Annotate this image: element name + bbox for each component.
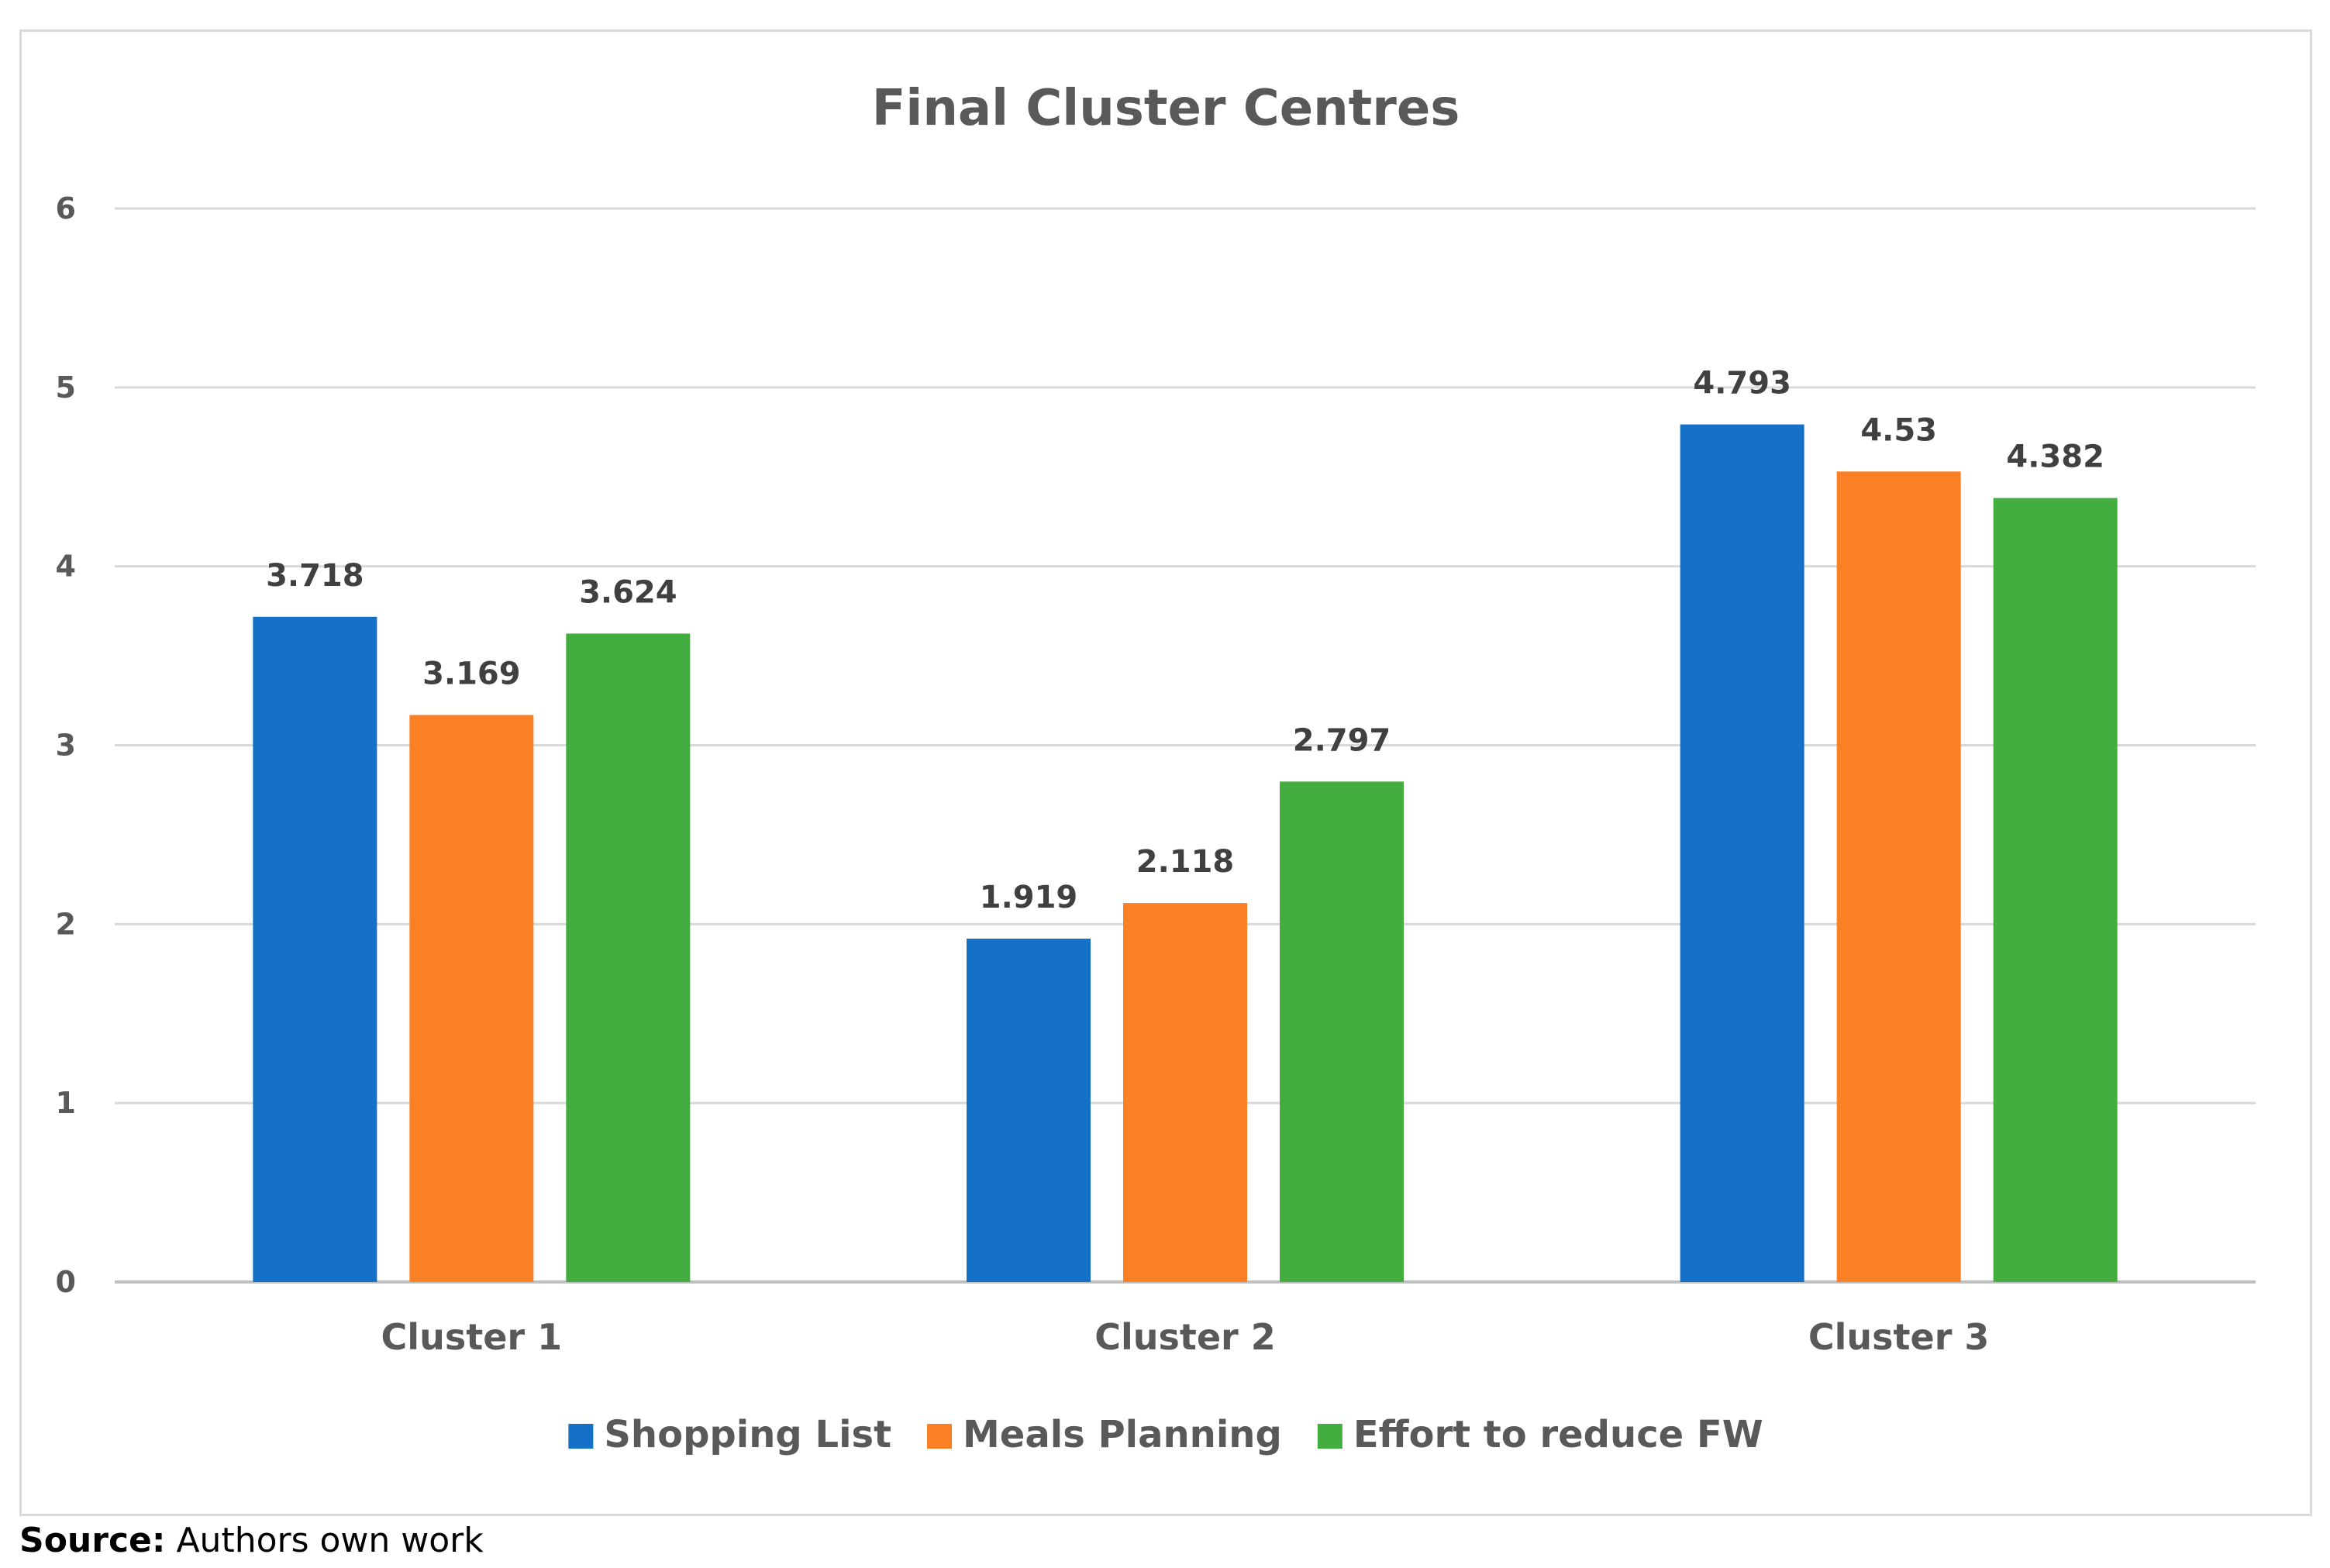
data-label: 3.169 bbox=[422, 656, 521, 691]
bar-1-2 bbox=[967, 939, 1091, 1282]
y-tick-label: 2 bbox=[56, 907, 76, 941]
category-label: Cluster 1 bbox=[381, 1316, 563, 1358]
bar-2-1 bbox=[409, 715, 534, 1282]
data-label: 1.919 bbox=[980, 880, 1078, 915]
source-text: Authors own work bbox=[165, 1521, 484, 1560]
legend-label: Shopping List bbox=[604, 1413, 891, 1456]
y-axis-ticks: 0 1 2 3 4 5 6 bbox=[56, 191, 76, 1299]
data-label: 4.382 bbox=[2006, 439, 2104, 474]
bar-chart: Final Cluster Centres 0 1 2 3 4 5 6 3.718 3.169… bbox=[56, 80, 2256, 1456]
legend-swatch bbox=[927, 1424, 953, 1449]
y-tick-label: 6 bbox=[56, 191, 76, 226]
bar-3-2 bbox=[1280, 781, 1404, 1282]
data-label: 3.718 bbox=[266, 558, 364, 594]
bar-3-1 bbox=[566, 633, 691, 1282]
chart-frame: Final Cluster Centres 0 1 2 3 4 5 6 3.718 3.169… bbox=[19, 29, 2312, 1516]
bar-1-1 bbox=[253, 616, 377, 1282]
bar-3-3 bbox=[1993, 498, 2118, 1282]
data-label: 3.624 bbox=[579, 574, 677, 610]
y-tick-label: 1 bbox=[56, 1086, 76, 1120]
legend-item: Meals Planning bbox=[927, 1413, 1282, 1456]
data-label: 2.118 bbox=[1136, 844, 1235, 880]
y-tick-label: 3 bbox=[56, 729, 76, 763]
y-tick-label: 4 bbox=[56, 550, 76, 584]
bar-2-3 bbox=[1836, 471, 1961, 1283]
legend-swatch bbox=[1317, 1424, 1343, 1449]
chart-title: Final Cluster Centres bbox=[872, 80, 1460, 137]
data-label: 4.53 bbox=[1860, 412, 1937, 448]
x-axis-categories: Cluster 1 Cluster 2 Cluster 3 bbox=[381, 1316, 1990, 1358]
y-tick-label: 5 bbox=[56, 370, 76, 405]
bar-2-2 bbox=[1123, 903, 1247, 1282]
category-label: Cluster 3 bbox=[1808, 1316, 1990, 1358]
legend-item: Shopping List bbox=[568, 1413, 891, 1456]
legend: Shopping List Meals Planning Effort to red… bbox=[568, 1413, 1763, 1456]
category-label: Cluster 2 bbox=[1094, 1316, 1276, 1358]
y-tick-label: 0 bbox=[56, 1265, 76, 1299]
source-note: Source: Authors own work bbox=[19, 1521, 484, 1560]
bar-1-3 bbox=[1680, 424, 1804, 1282]
bars bbox=[253, 424, 2118, 1283]
legend-item: Effort to reduce FW bbox=[1317, 1413, 1763, 1456]
data-label: 4.793 bbox=[1693, 366, 1791, 401]
source-label: Source: bbox=[19, 1521, 166, 1560]
legend-label: Effort to reduce FW bbox=[1353, 1413, 1763, 1456]
data-labels: 3.718 3.169 3.624 1.919 2.118 2.797 4.793 4.53 4… bbox=[266, 366, 2104, 915]
data-label: 2.797 bbox=[1293, 722, 1391, 758]
legend-swatch bbox=[568, 1424, 594, 1449]
legend-label: Meals Planning bbox=[963, 1413, 1282, 1456]
